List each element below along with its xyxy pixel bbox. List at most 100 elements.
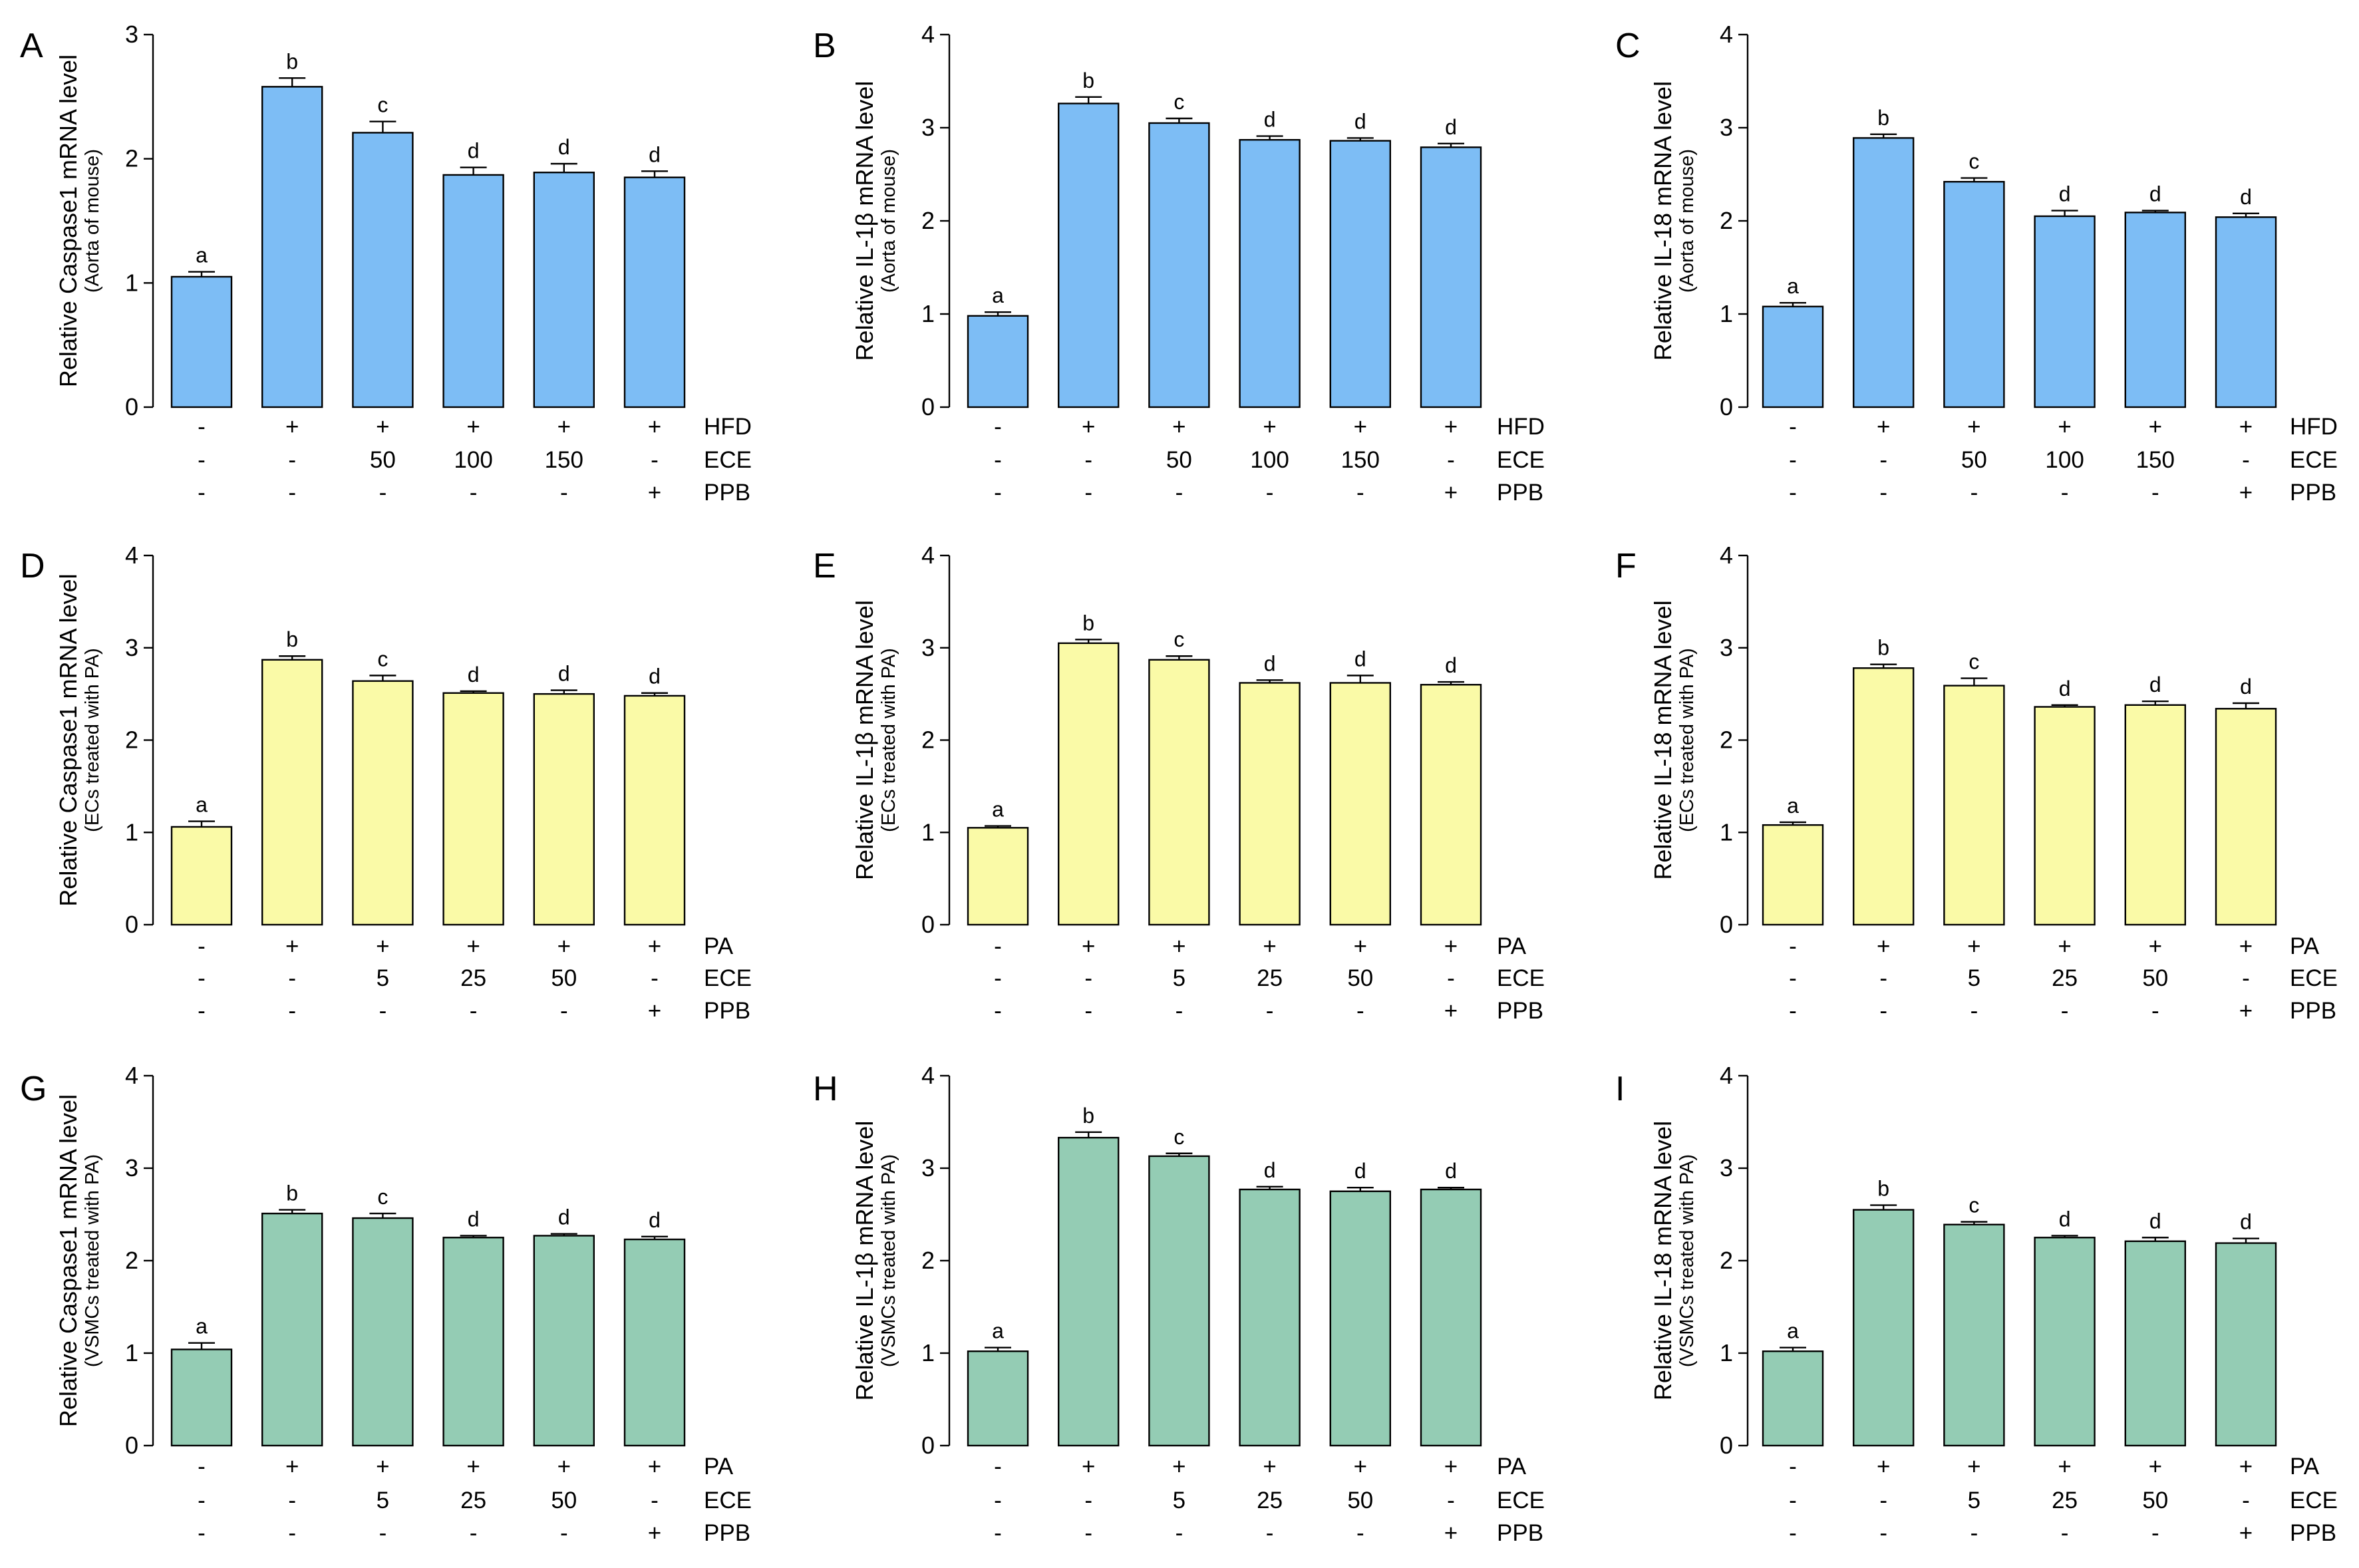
treatment-value: - [1789, 447, 1797, 473]
treatment-value: 25 [460, 1488, 486, 1513]
significance-letter: a [196, 243, 208, 267]
treatment-value: + [1877, 414, 1890, 440]
treatment-label: PA [2290, 1454, 2320, 1480]
bar [1329, 140, 1392, 408]
treatment-value: - [994, 414, 1002, 440]
significance-letter: b [1877, 1177, 1889, 1201]
treatment-label: PA [704, 1454, 734, 1480]
treatment-value: - [470, 480, 478, 506]
treatment-value: 150 [1341, 447, 1380, 473]
significance-letter: b [1877, 106, 1889, 130]
significance-letter: a [1787, 1319, 1799, 1343]
treatment-value: + [2058, 933, 2071, 959]
significance-letter: d [649, 1208, 661, 1232]
panel-label: D [20, 547, 45, 585]
y-tick-label: 1 [125, 818, 138, 846]
y-tick-label: 1 [125, 1339, 138, 1366]
treatment-label: ECE [2290, 1488, 2338, 1513]
treatment-value: 50 [551, 1488, 577, 1513]
y-tick-label: 2 [1720, 1247, 1733, 1274]
bar [2215, 216, 2277, 408]
treatment-value: 150 [545, 447, 583, 473]
treatment-value: + [2239, 480, 2253, 506]
treatment-value: + [466, 414, 480, 440]
treatment-value: - [2242, 447, 2250, 473]
treatment-value: + [1444, 998, 1458, 1024]
y-axis-sublabel: (ECs treated with PA) [878, 648, 899, 832]
treatment-value: 50 [1347, 1488, 1373, 1513]
y-axis-label: Relative IL-1β mRNA level [851, 1121, 878, 1401]
y-tick-label: 3 [125, 634, 138, 661]
panel-label: E [813, 547, 836, 585]
significance-letter: c [1968, 150, 1979, 174]
treatment-value: + [2058, 1454, 2071, 1480]
y-tick-label: 4 [921, 542, 935, 569]
treatment-value: + [2239, 998, 2253, 1024]
y-tick-label: 2 [125, 145, 138, 172]
treatment-value: - [560, 480, 568, 506]
treatment-value: - [560, 1520, 568, 1546]
treatment-value: - [651, 965, 659, 991]
treatment-value: 5 [1968, 1488, 1980, 1513]
bar [1329, 1190, 1392, 1447]
significance-letter: d [1354, 647, 1366, 671]
bar [2034, 215, 2096, 408]
treatment-value: - [198, 1454, 206, 1480]
significance-letter: c [1174, 627, 1184, 651]
bar [1762, 1350, 1824, 1447]
treatment-value: - [994, 933, 1002, 959]
bar [170, 275, 233, 408]
treatment-value: - [994, 965, 1002, 991]
treatment-value: + [285, 933, 299, 959]
treatment-value: + [648, 933, 661, 959]
treatment-value: 50 [1347, 965, 1373, 991]
y-tick-label: 4 [1720, 1062, 1733, 1089]
treatment-value: - [1879, 998, 1887, 1024]
panel-label: G [20, 1070, 47, 1108]
panel-f: F 0 1 2 3 4 Relative IL-18 mRNA level (ECs trea… [1615, 542, 2338, 1024]
bar [261, 86, 323, 408]
y-tick-label: 0 [1720, 911, 1733, 938]
bar [1420, 684, 1482, 926]
y-tick-label: 4 [125, 1062, 138, 1089]
bar [533, 693, 595, 926]
treatment-value: - [1789, 1488, 1797, 1513]
bar [1239, 1188, 1301, 1447]
treatment-value: - [379, 1520, 387, 1546]
treatment-label: HFD [2290, 414, 2338, 440]
y-tick-label: 2 [1720, 207, 1733, 234]
treatment-value: + [2149, 1454, 2162, 1480]
significance-letter: c [377, 93, 388, 117]
y-tick-label: 1 [1720, 818, 1733, 846]
bar [352, 680, 414, 926]
treatment-value: - [2061, 480, 2069, 506]
treatment-value: - [1447, 447, 1455, 473]
treatment-value: - [198, 965, 206, 991]
treatment-value: + [1172, 933, 1185, 959]
significance-letter: c [377, 647, 388, 671]
treatment-label: PPB [704, 1520, 750, 1546]
bar [261, 1212, 323, 1447]
bar [2124, 212, 2187, 408]
panel-i: I 0 1 2 3 4 Relative IL-18 mRNA level (VSMCs tr… [1615, 1062, 2338, 1546]
bar [623, 176, 686, 408]
treatment-value: - [198, 414, 206, 440]
y-tick-label: 1 [1720, 300, 1733, 327]
bar [623, 1238, 686, 1447]
y-tick-label: 1 [125, 269, 138, 296]
bar [967, 827, 1029, 926]
y-tick-label: 2 [125, 726, 138, 754]
treatment-value: + [376, 1454, 389, 1480]
treatment-value: + [557, 1454, 571, 1480]
bar [1762, 305, 1824, 408]
bar [967, 1350, 1029, 1447]
treatment-value: - [198, 998, 206, 1024]
significance-letter: d [1354, 1159, 1366, 1183]
y-tick-label: 0 [1720, 393, 1733, 420]
treatment-value: - [1356, 998, 1364, 1024]
bar [1148, 122, 1210, 408]
significance-letter: b [1082, 69, 1094, 92]
significance-letter: b [1082, 1104, 1094, 1128]
treatment-value: - [1789, 480, 1797, 506]
treatment-value: + [376, 933, 389, 959]
